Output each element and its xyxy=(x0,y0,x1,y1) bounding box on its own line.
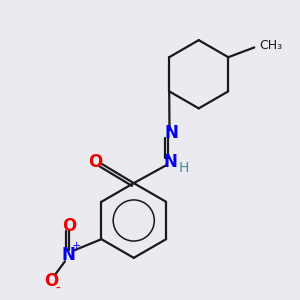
Text: -: - xyxy=(56,282,61,296)
Text: O: O xyxy=(44,272,58,290)
Text: +: + xyxy=(71,241,81,251)
Text: N: N xyxy=(164,124,178,142)
Text: H: H xyxy=(179,161,189,176)
Text: O: O xyxy=(62,217,76,235)
Text: N: N xyxy=(163,153,177,171)
Text: CH₃: CH₃ xyxy=(259,39,282,52)
Text: O: O xyxy=(88,153,103,171)
Text: N: N xyxy=(62,246,76,264)
